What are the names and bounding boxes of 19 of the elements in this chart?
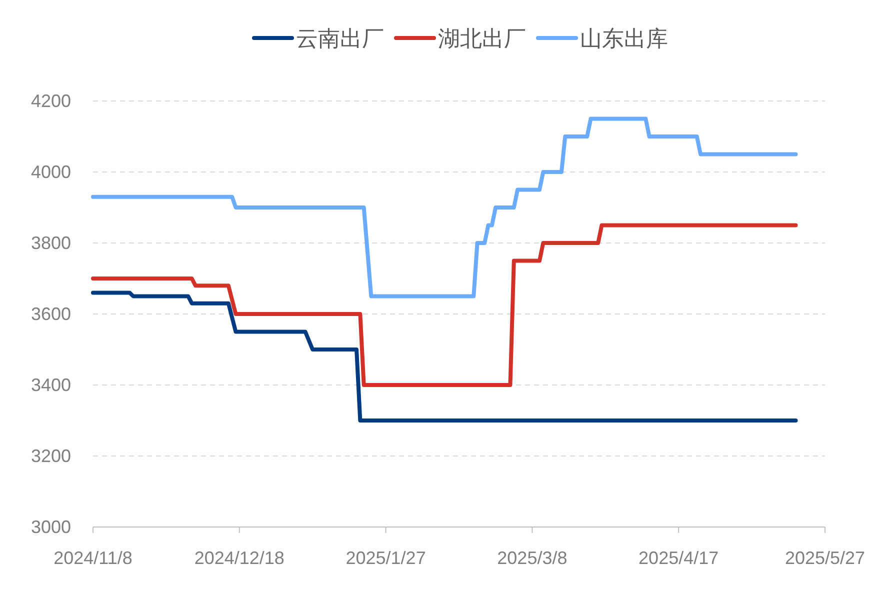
- x-tick-label: 2024/12/18: [194, 548, 284, 568]
- x-tick-label: 2025/4/17: [638, 548, 719, 568]
- line-series: [91, 223, 798, 387]
- y-tick-label: 3000: [30, 517, 71, 537]
- y-tick-label: 3800: [30, 233, 71, 253]
- legend-label: 湖北出厂: [438, 26, 526, 51]
- y-tick-label: 3200: [30, 446, 71, 466]
- x-tick-label: 2024/11/8: [54, 548, 132, 568]
- line-series: [91, 290, 798, 422]
- legend-label: 山东出库: [580, 26, 668, 51]
- x-tick-label: 2025/3/8: [497, 548, 568, 568]
- legend-label: 云南出厂: [296, 26, 384, 51]
- y-tick-label: 4000: [30, 162, 71, 182]
- y-tick-label: 3400: [30, 375, 71, 395]
- x-tick-label: 2025/5/27: [784, 548, 866, 568]
- y-tick-label: 4200: [30, 91, 71, 111]
- y-tick-label: 3600: [30, 304, 71, 324]
- x-tick-label: 2025/1/27: [346, 548, 426, 568]
- line-series: [91, 116, 798, 298]
